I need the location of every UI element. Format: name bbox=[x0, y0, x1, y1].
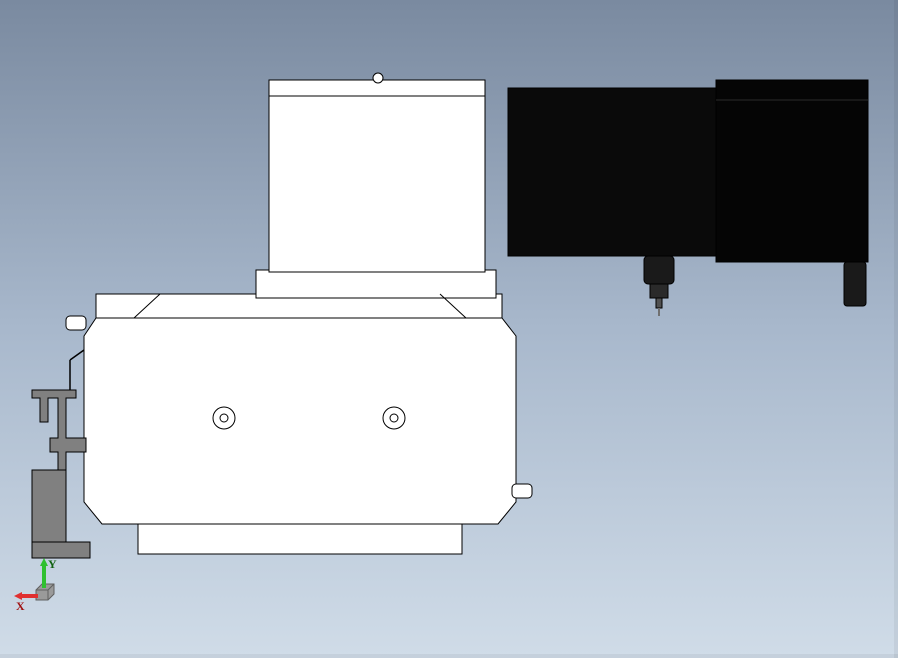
model-render bbox=[0, 0, 898, 658]
part-bracket bbox=[32, 350, 90, 558]
scrollbar-vertical[interactable] bbox=[894, 0, 898, 658]
view-triad[interactable]: Y X bbox=[14, 556, 74, 616]
part-motor-block bbox=[269, 73, 485, 272]
triad-x-label: X bbox=[16, 599, 25, 613]
cad-viewport[interactable]: Y X bbox=[0, 0, 898, 658]
triad-y-label: Y bbox=[48, 557, 57, 571]
scrollbar-horizontal[interactable] bbox=[0, 654, 898, 658]
part-gearbox-body bbox=[66, 270, 532, 554]
part-spindle-arm bbox=[508, 80, 868, 316]
